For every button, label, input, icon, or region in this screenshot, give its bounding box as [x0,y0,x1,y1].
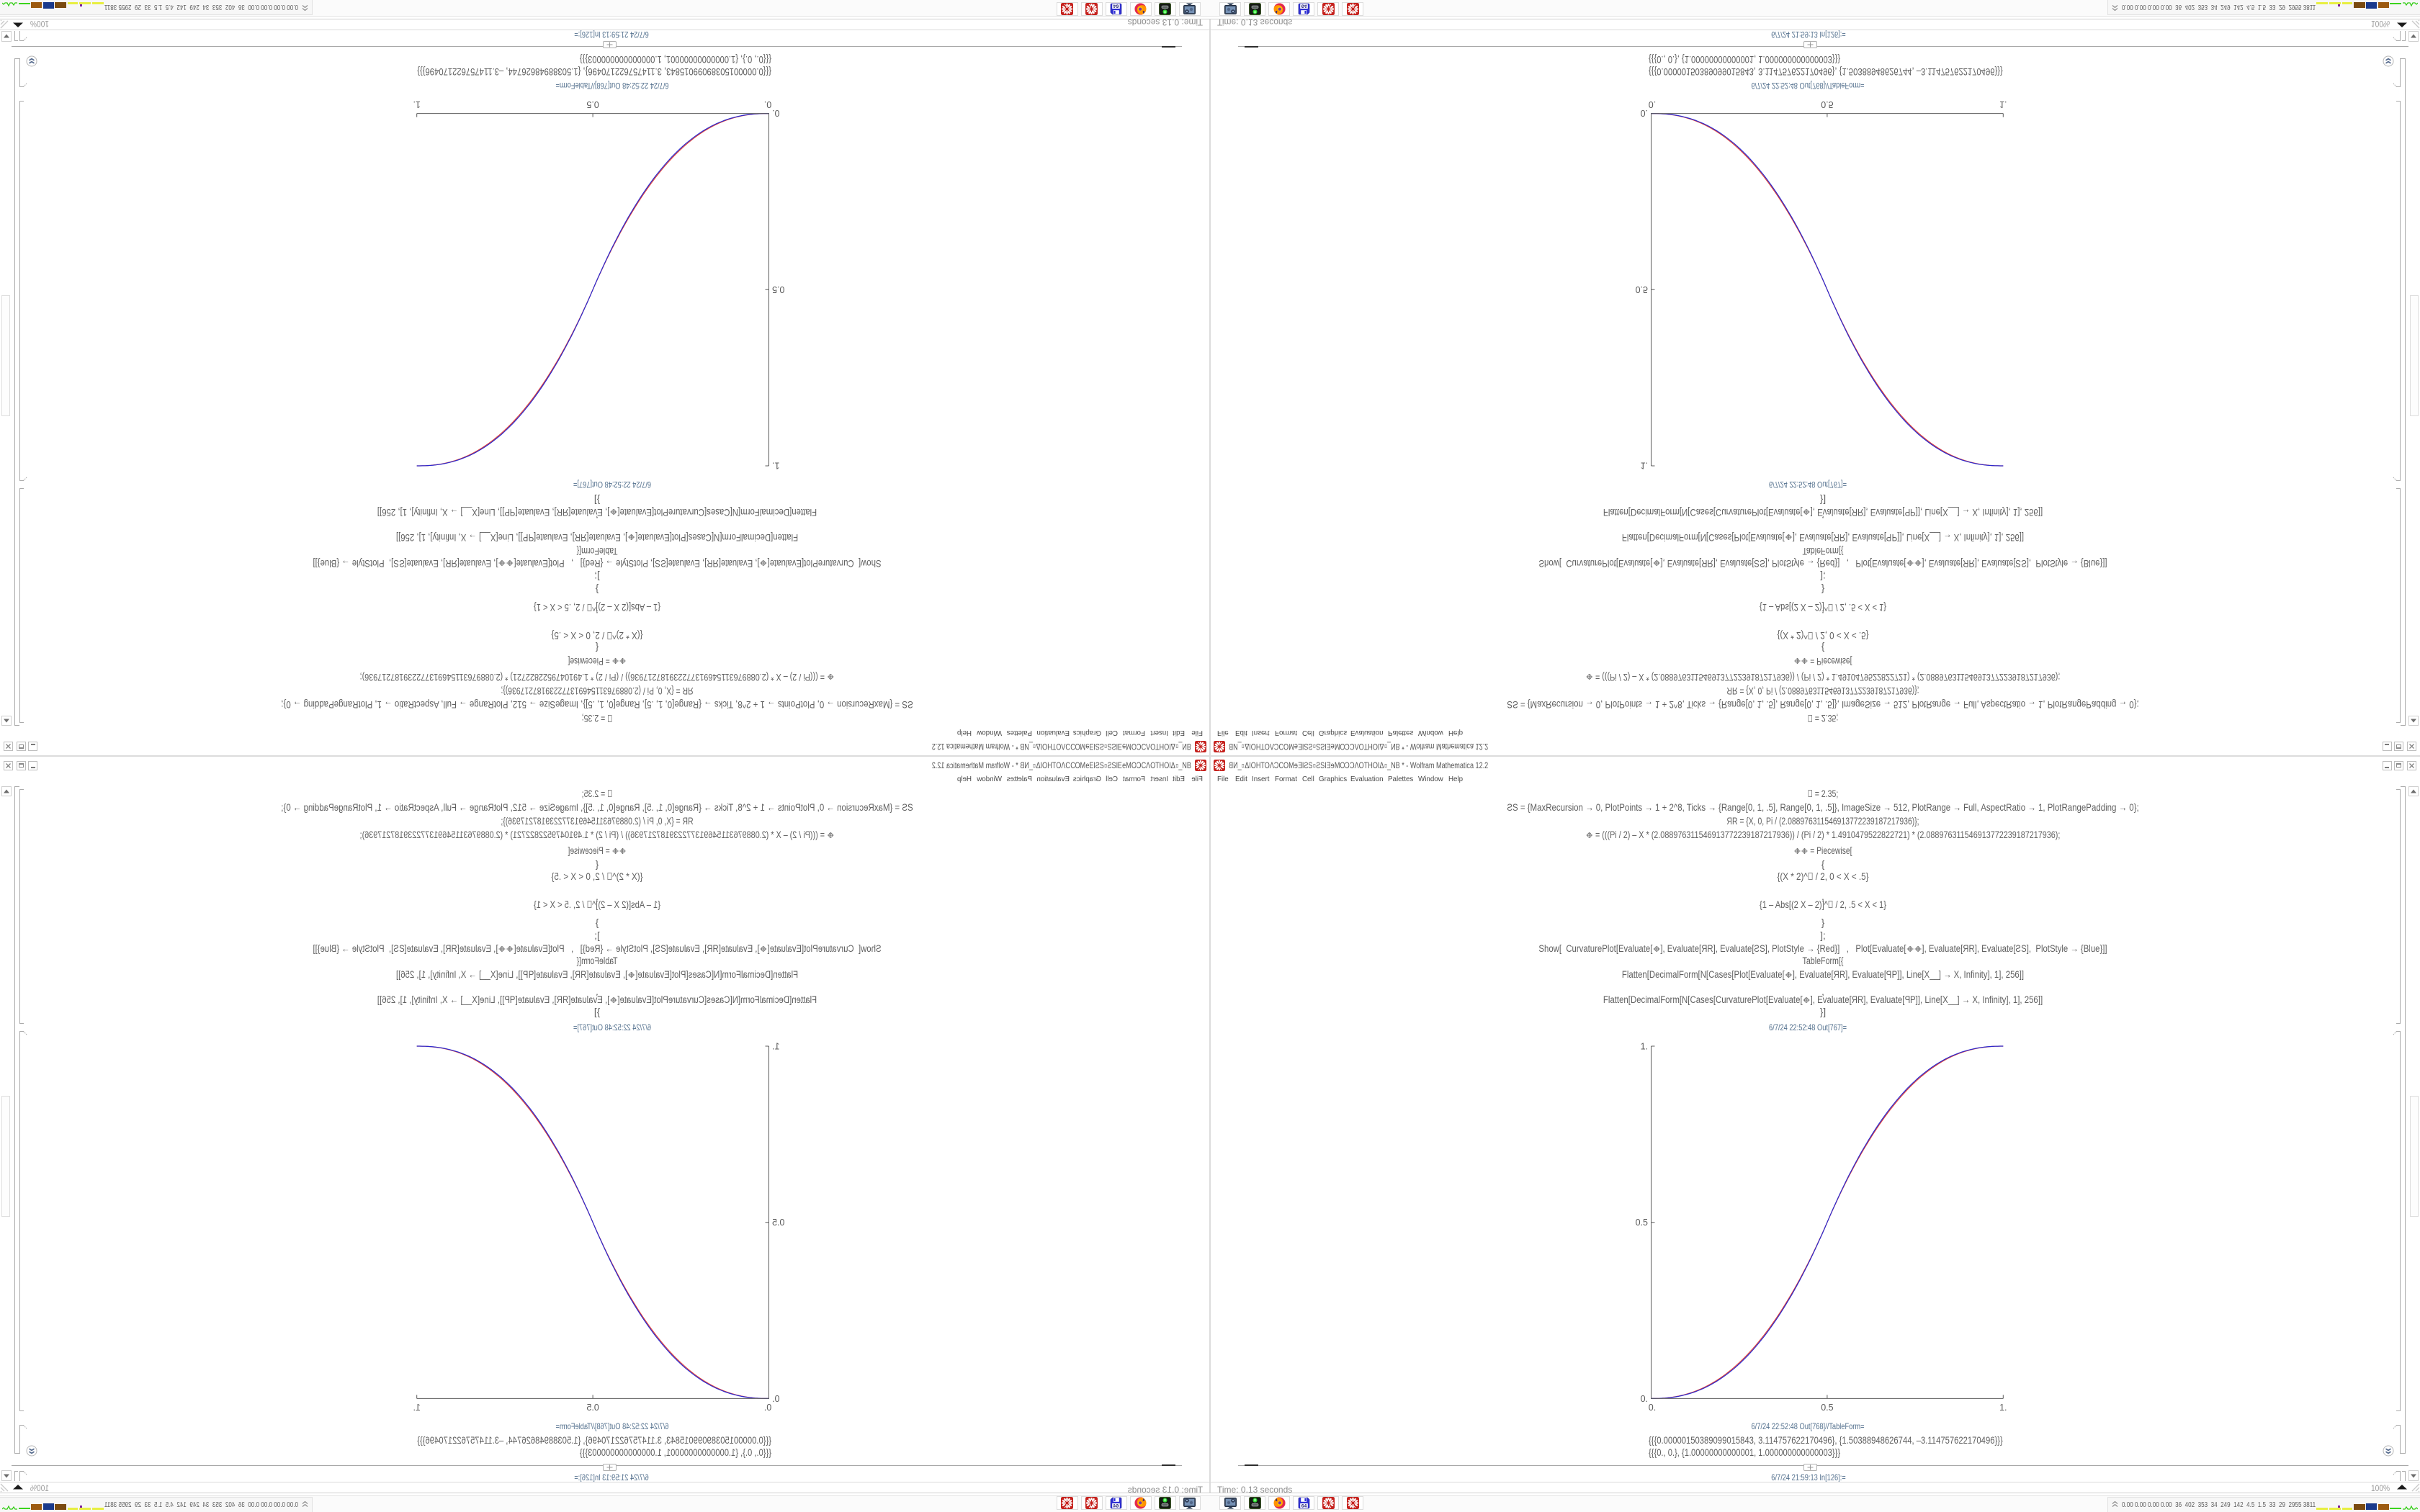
svg-text:1.: 1. [1999,1403,2007,1413]
svg-text:64: 64 [1113,1504,1119,1509]
svg-text:1.: 1. [1641,461,1648,471]
svg-text:0.5: 0.5 [586,1403,599,1413]
svg-text:0.5: 0.5 [772,1218,784,1228]
svg-text:0.: 0. [772,1394,779,1404]
svg-text:0.5: 0.5 [586,99,599,109]
svg-text:1.: 1. [1641,1042,1648,1052]
svg-text:64: 64 [1301,3,1307,8]
svg-text:0.: 0. [1641,1394,1648,1404]
svg-text:0.: 0. [764,1403,771,1413]
svg-text:1.: 1. [413,99,420,109]
svg-text:64: 64 [1301,1504,1307,1509]
svg-text:0.: 0. [1641,108,1648,118]
svg-text:1.: 1. [772,1042,779,1052]
svg-text:0.5: 0.5 [1636,284,1648,294]
svg-text:0.5: 0.5 [772,284,784,294]
svg-text:0.: 0. [764,99,771,109]
svg-text:0.5: 0.5 [1821,99,1833,109]
svg-text:0.: 0. [1649,99,1656,109]
svg-text:0.5: 0.5 [1821,1403,1833,1413]
svg-text:0.: 0. [1649,1403,1656,1413]
svg-text:1.: 1. [413,1403,420,1413]
svg-text:0.: 0. [772,108,779,118]
svg-text:0.5: 0.5 [1636,1218,1648,1228]
svg-text:1.: 1. [772,461,779,471]
svg-text:64: 64 [1113,3,1119,8]
svg-text:1.: 1. [1999,99,2007,109]
